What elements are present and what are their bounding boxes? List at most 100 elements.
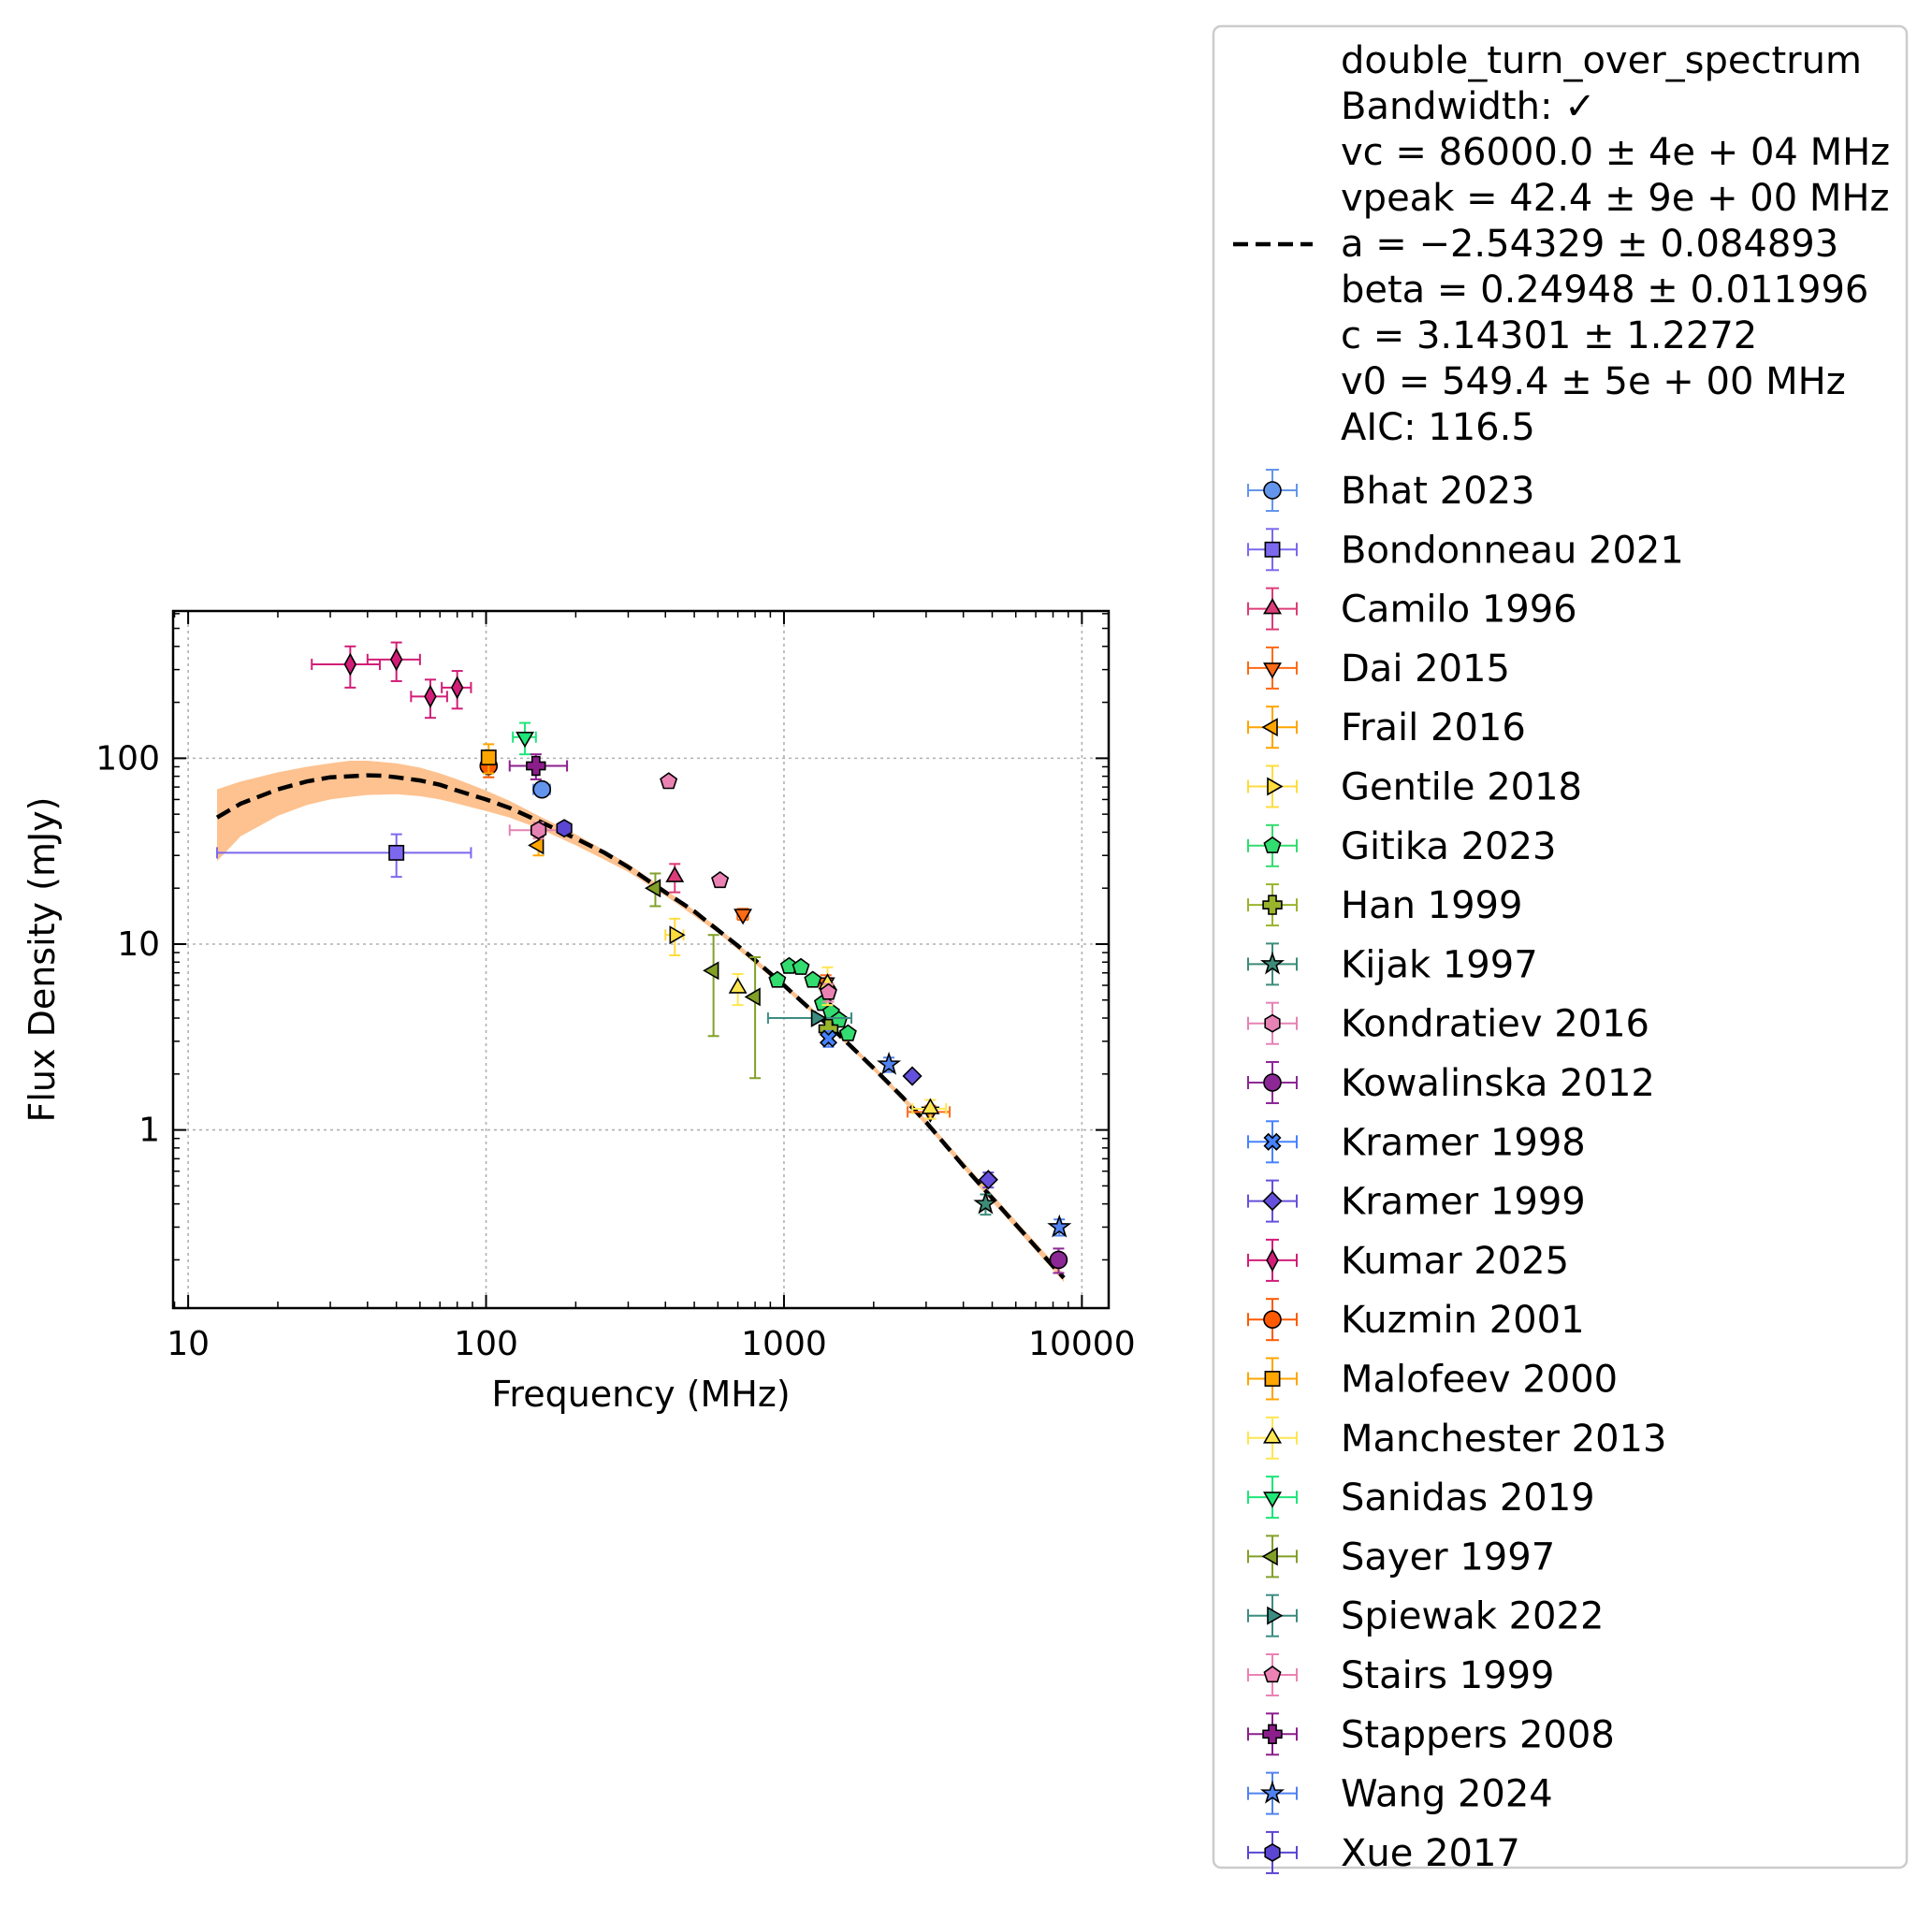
legend-label: Kuzmin 2001 — [1341, 1299, 1585, 1342]
data-point — [792, 957, 810, 975]
series-group — [766, 1009, 853, 1027]
y-tick-label: 100 — [95, 739, 160, 778]
legend-fit-label-line: vpeak = 42.4 ± 9e + 00 MHz — [1341, 177, 1890, 220]
legend-entry: Dai 2015 — [1247, 646, 1510, 691]
data-points — [215, 641, 1072, 1274]
series-group — [645, 872, 762, 1080]
legend-entry: Bondonneau 2021 — [1247, 528, 1684, 572]
data-point — [645, 879, 661, 898]
data-point — [819, 1029, 838, 1048]
ticks: 10 100 1000 10000 1 10 100 — [95, 611, 1136, 1363]
data-point — [711, 871, 730, 889]
data-point — [973, 1190, 998, 1215]
legend-label: Gitika 2023 — [1341, 825, 1556, 868]
legend-fit-label-line: vc = 86000.0 ± 4e + 04 MHz — [1341, 131, 1890, 174]
series-group — [1049, 1247, 1068, 1274]
legend-label: Xue 2017 — [1341, 1832, 1520, 1875]
legend-label: Han 1999 — [1341, 884, 1522, 927]
legend-label: Kijak 1997 — [1341, 943, 1538, 986]
legend-entry: Frail 2016 — [1247, 706, 1526, 749]
x-tick-label: 10 — [167, 1325, 210, 1363]
legend-entry: Stairs 1999 — [1247, 1653, 1555, 1697]
legend-marker — [1263, 662, 1282, 679]
legend-entry: Sanidas 2019 — [1247, 1476, 1595, 1520]
legend-label: Sanidas 2019 — [1341, 1477, 1595, 1520]
legend-marker — [1262, 895, 1283, 915]
legend-marker — [1267, 1606, 1284, 1625]
data-point — [528, 836, 545, 855]
legend-fit-label-line: beta = 0.24948 ± 0.011996 — [1341, 269, 1868, 312]
legend-marker — [1262, 1724, 1283, 1744]
legend-marker — [1261, 1547, 1278, 1566]
data-point — [450, 676, 464, 700]
fit-line — [215, 773, 1066, 1280]
legend-marker — [1264, 1371, 1281, 1387]
series-group — [728, 966, 948, 1120]
legend-marker — [1263, 1310, 1282, 1329]
series-group — [508, 753, 569, 780]
legend-label: Spiewak 2022 — [1341, 1595, 1604, 1638]
legend-label: Stairs 1999 — [1341, 1654, 1555, 1697]
axes-frame — [171, 609, 1111, 1310]
legend-marker — [1264, 1013, 1281, 1033]
data-point — [530, 821, 547, 840]
legend-label: Kramer 1999 — [1341, 1181, 1586, 1224]
data-point — [804, 970, 822, 988]
data-point — [1049, 1250, 1068, 1270]
data-point — [660, 772, 678, 790]
legend-entry: Xue 2017 — [1247, 1830, 1520, 1875]
legend-label: Stappers 2008 — [1341, 1713, 1615, 1756]
legend-entry: Kijak 1997 — [1247, 942, 1538, 986]
x-tick-label: 100 — [454, 1325, 518, 1363]
series-group — [311, 641, 472, 720]
y-tick-label: 10 — [117, 925, 160, 964]
data-point — [669, 925, 686, 945]
legend-entry: Kumar 2025 — [1247, 1238, 1569, 1283]
fit-curve — [215, 773, 1066, 1280]
data-point — [424, 684, 437, 708]
legend-marker — [1259, 1780, 1286, 1804]
legend-label: Kondratiev 2016 — [1341, 1003, 1649, 1046]
series-group — [973, 1190, 998, 1216]
data-point — [665, 866, 685, 882]
data-point — [728, 977, 748, 994]
data-point — [810, 1009, 827, 1027]
legend-label: Wang 2024 — [1341, 1773, 1553, 1816]
legend-marker — [1263, 598, 1282, 615]
series-group — [768, 956, 857, 1041]
data-point — [389, 647, 403, 672]
legend-marker — [1263, 1427, 1282, 1444]
legend-label: Manchester 2013 — [1341, 1418, 1666, 1461]
legend-marker — [1266, 1248, 1279, 1273]
legend-frame — [1212, 24, 1909, 1870]
data-point — [480, 749, 497, 765]
series-group — [660, 772, 837, 1003]
data-point — [921, 1098, 940, 1114]
legend-label: Kramer 1998 — [1341, 1121, 1586, 1164]
x-tick-label: 1000 — [741, 1325, 827, 1363]
legend-marker — [1263, 1132, 1282, 1151]
data-point — [1047, 1214, 1072, 1238]
fit-uncertainty-band — [217, 761, 1065, 1283]
legend-entry: Gentile 2018 — [1247, 764, 1582, 809]
legend-label: Camilo 1996 — [1341, 589, 1577, 632]
data-point — [343, 652, 357, 677]
legend-fit-label-line: AIC: 116.5 — [1341, 406, 1535, 449]
legend-marker — [1263, 1073, 1282, 1092]
data-point — [532, 779, 552, 799]
data-point — [978, 1170, 998, 1190]
legend-entry: Camilo 1996 — [1247, 587, 1577, 632]
legend-entry: Malofeev 2000 — [1247, 1357, 1618, 1402]
legend-entry: Kondratiev 2016 — [1247, 1001, 1649, 1046]
series-group — [819, 1029, 838, 1048]
legend-marker — [1262, 1190, 1283, 1212]
legend-marker — [1259, 951, 1286, 975]
legend-label: Bhat 2023 — [1341, 470, 1535, 513]
legend-entry: Stappers 2008 — [1247, 1712, 1615, 1756]
legend-fit-label-line: a = −2.54329 ± 0.084893 — [1341, 223, 1838, 266]
legend-label: Kowalinska 2012 — [1341, 1062, 1655, 1105]
legend-entry: Kuzmin 2001 — [1247, 1298, 1585, 1342]
data-point — [838, 1024, 857, 1041]
